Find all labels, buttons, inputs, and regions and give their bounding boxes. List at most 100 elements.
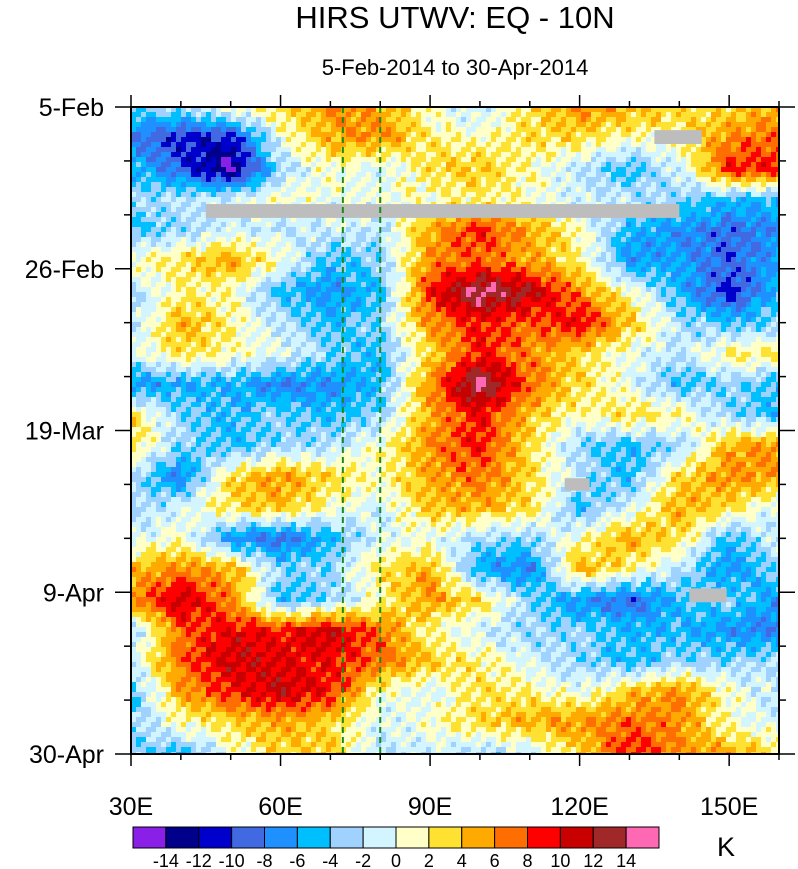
contour-cell: [726, 282, 732, 288]
contour-cell: [691, 142, 697, 148]
contour-cell: [526, 157, 532, 163]
contour-cell: [436, 167, 442, 173]
contour-cell: [731, 237, 737, 243]
contour-cell: [611, 267, 617, 273]
contour-cell: [556, 132, 562, 138]
contour-cell: [361, 277, 367, 283]
contour-cell: [681, 217, 687, 223]
contour-cell: [286, 127, 292, 133]
contour-cell: [601, 117, 607, 123]
contour-cell: [141, 202, 147, 208]
contour-cell: [576, 137, 582, 143]
contour-cell: [511, 182, 517, 188]
contour-cell: [386, 287, 392, 293]
contour-cell: [456, 247, 462, 253]
contour-cell: [511, 122, 517, 128]
contour-cell: [291, 112, 297, 118]
contour-cell: [546, 187, 552, 193]
contour-cell: [176, 262, 182, 268]
contour-cell: [421, 287, 427, 293]
contour-cell: [516, 247, 522, 253]
contour-cell: [171, 222, 177, 228]
contour-cell: [181, 187, 187, 193]
contour-cell: [281, 237, 287, 243]
contour-cell: [201, 182, 207, 188]
contour-cell: [281, 177, 287, 183]
contour-cell: [581, 157, 587, 163]
contour-cell: [696, 262, 702, 268]
contour-cell: [711, 137, 717, 143]
contour-cell: [411, 182, 417, 188]
contour-cell: [541, 237, 547, 243]
contour-cell: [681, 142, 687, 148]
contour-cell: [751, 197, 757, 203]
contour-cell: [646, 187, 652, 193]
contour-cell: [441, 267, 447, 273]
contour-cell: [366, 227, 372, 233]
contour-cell: [446, 157, 452, 163]
contour-cell: [376, 107, 382, 113]
contour-cell: [671, 127, 677, 133]
contour-cell: [516, 177, 522, 183]
contour-cell: [591, 222, 597, 228]
contour-cell: [226, 267, 232, 273]
contour-cell: [646, 227, 652, 233]
contour-cell: [751, 157, 757, 163]
contour-cell: [266, 107, 272, 113]
contour-cell: [271, 262, 277, 268]
contour-cell: [546, 222, 552, 228]
contour-cell: [631, 112, 637, 118]
contour-cell: [696, 292, 702, 298]
contour-cell: [421, 137, 427, 143]
contour-cell: [691, 212, 697, 218]
contour-cell: [171, 217, 177, 223]
contour-cell: [531, 142, 537, 148]
contour-cell: [366, 192, 372, 198]
contour-cell: [751, 137, 757, 143]
contour-cell: [646, 292, 652, 298]
contour-cell: [391, 297, 397, 303]
contour-cell: [556, 137, 562, 143]
contour-cell: [761, 217, 767, 223]
contour-cell: [356, 237, 362, 243]
contour-cell: [136, 152, 142, 158]
contour-cell: [196, 272, 202, 278]
contour-cell: [156, 117, 162, 123]
contour-cell: [631, 162, 637, 168]
contour-cell: [666, 152, 672, 158]
contour-cell: [701, 152, 707, 158]
contour-cell: [226, 272, 232, 278]
contour-cell: [346, 292, 352, 298]
contour-cell: [701, 277, 707, 283]
contour-cell: [576, 272, 582, 278]
contour-cell: [296, 127, 302, 133]
contour-cell: [666, 172, 672, 178]
contour-cell: [606, 292, 612, 298]
contour-cell: [271, 162, 277, 168]
contour-cell: [281, 162, 287, 168]
contour-cell: [271, 267, 277, 273]
contour-cell: [491, 107, 497, 113]
contour-cell: [381, 247, 387, 253]
contour-cell: [716, 187, 722, 193]
contour-cell: [301, 282, 307, 288]
contour-cell: [621, 117, 627, 123]
contour-cell: [206, 287, 212, 293]
contour-cell: [131, 122, 137, 128]
contour-cell: [311, 217, 317, 223]
contour-cell: [361, 137, 367, 143]
contour-cell: [231, 142, 237, 148]
contour-cell: [711, 232, 717, 238]
contour-cell: [371, 227, 377, 233]
contour-cell: [211, 217, 217, 223]
contour-cell: [461, 142, 467, 148]
contour-cell: [561, 222, 567, 228]
contour-cell: [191, 242, 197, 248]
contour-cell: [311, 117, 317, 123]
contour-cell: [146, 227, 152, 233]
contour-cell: [776, 197, 780, 203]
contour-cell: [751, 182, 757, 188]
contour-cell: [401, 287, 407, 293]
contour-cell: [476, 147, 482, 153]
contour-cell: [646, 197, 652, 203]
